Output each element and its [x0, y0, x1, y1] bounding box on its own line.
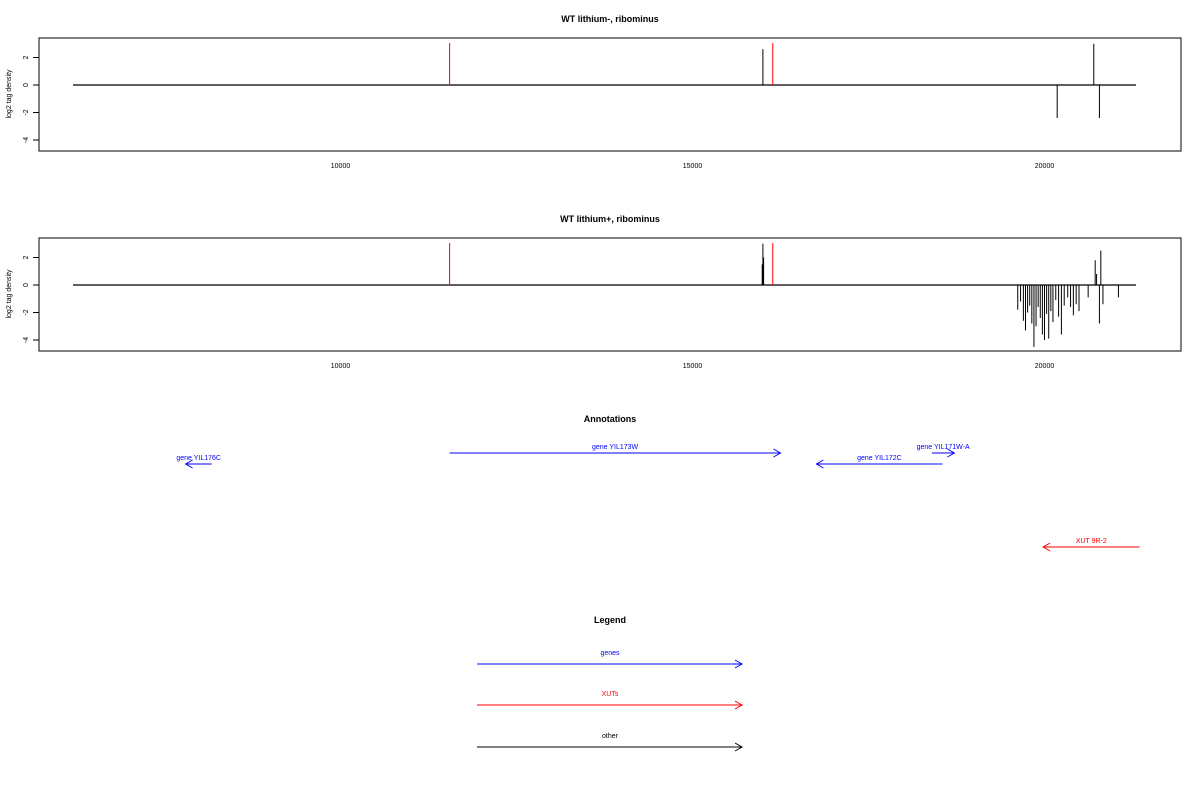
plot-frame	[38, 237, 1182, 352]
annotations-title: Annotations	[584, 414, 637, 424]
y-axis-label: log2 tag density	[6, 269, 13, 319]
annotation-arrow-head	[773, 448, 782, 458]
annotation-arrow-head	[815, 459, 824, 469]
annotation-label: XUT 9R-2	[1076, 538, 1107, 545]
x-tick-label: 10000	[331, 163, 351, 170]
y-tick-label: 0	[23, 83, 30, 87]
y-tick-label: 2	[23, 255, 30, 259]
x-tick-label: 20000	[1035, 163, 1055, 170]
y-tick-label: -2	[23, 109, 30, 115]
y-axis-ticks: -4 -2 0 2	[23, 255, 40, 343]
data-marks	[72, 43, 1137, 118]
y-axis-label: log2 tag density	[6, 69, 13, 119]
annotation-label: gene YIL172C	[857, 455, 902, 462]
panel-wt-lithium-plus: WT lithium+, ribominus log2 tag density …	[6, 214, 1182, 370]
y-tick-label: -4	[23, 137, 30, 143]
y-axis-ticks: -4 -2 0 2	[23, 55, 40, 143]
x-tick-label: 20000	[1035, 363, 1055, 370]
data-marks	[72, 243, 1137, 347]
panel-title: WT lithium+, ribominus	[560, 214, 660, 224]
plot-frame	[38, 37, 1182, 152]
x-axis-ticks: 10000 15000 20000	[331, 363, 1055, 370]
annotation-label: gene YIL176C	[176, 455, 221, 462]
legend-label: XUTs	[602, 691, 619, 698]
x-tick-label: 10000	[331, 363, 351, 370]
legend-arrow-head	[734, 742, 744, 752]
annotation-arrow-head	[1042, 542, 1051, 552]
panel-wt-lithium-minus: WT lithium-, ribominus log2 tag density …	[6, 14, 1182, 170]
legend-label: other	[602, 733, 619, 740]
legend-items: genes XUTs other	[477, 650, 744, 752]
legend-arrow-head	[734, 700, 744, 710]
y-tick-label: 2	[23, 55, 30, 59]
x-tick-label: 15000	[683, 163, 703, 170]
y-tick-label: -4	[23, 337, 30, 343]
x-axis-ticks: 10000 15000 20000	[331, 163, 1055, 170]
annotation-label: gene YIL173W	[592, 444, 639, 451]
legend-arrow-head	[734, 659, 744, 669]
legend-label: genes	[600, 650, 620, 657]
annotation-arrows: gene YIL176C gene YIL173W gene YIL172C gene…	[176, 444, 1140, 552]
legend-title: Legend	[594, 615, 626, 625]
panel-title: WT lithium-, ribominus	[561, 14, 659, 24]
annotation-arrow-head	[184, 459, 193, 469]
y-tick-label: -2	[23, 309, 30, 315]
annotation-label: gene YIL171W-A	[917, 444, 970, 451]
y-tick-label: 0	[23, 283, 30, 287]
x-tick-label: 15000	[683, 363, 703, 370]
annotation-arrow-head	[947, 448, 956, 458]
legend-panel: Legend genes XUTs other	[477, 615, 744, 752]
